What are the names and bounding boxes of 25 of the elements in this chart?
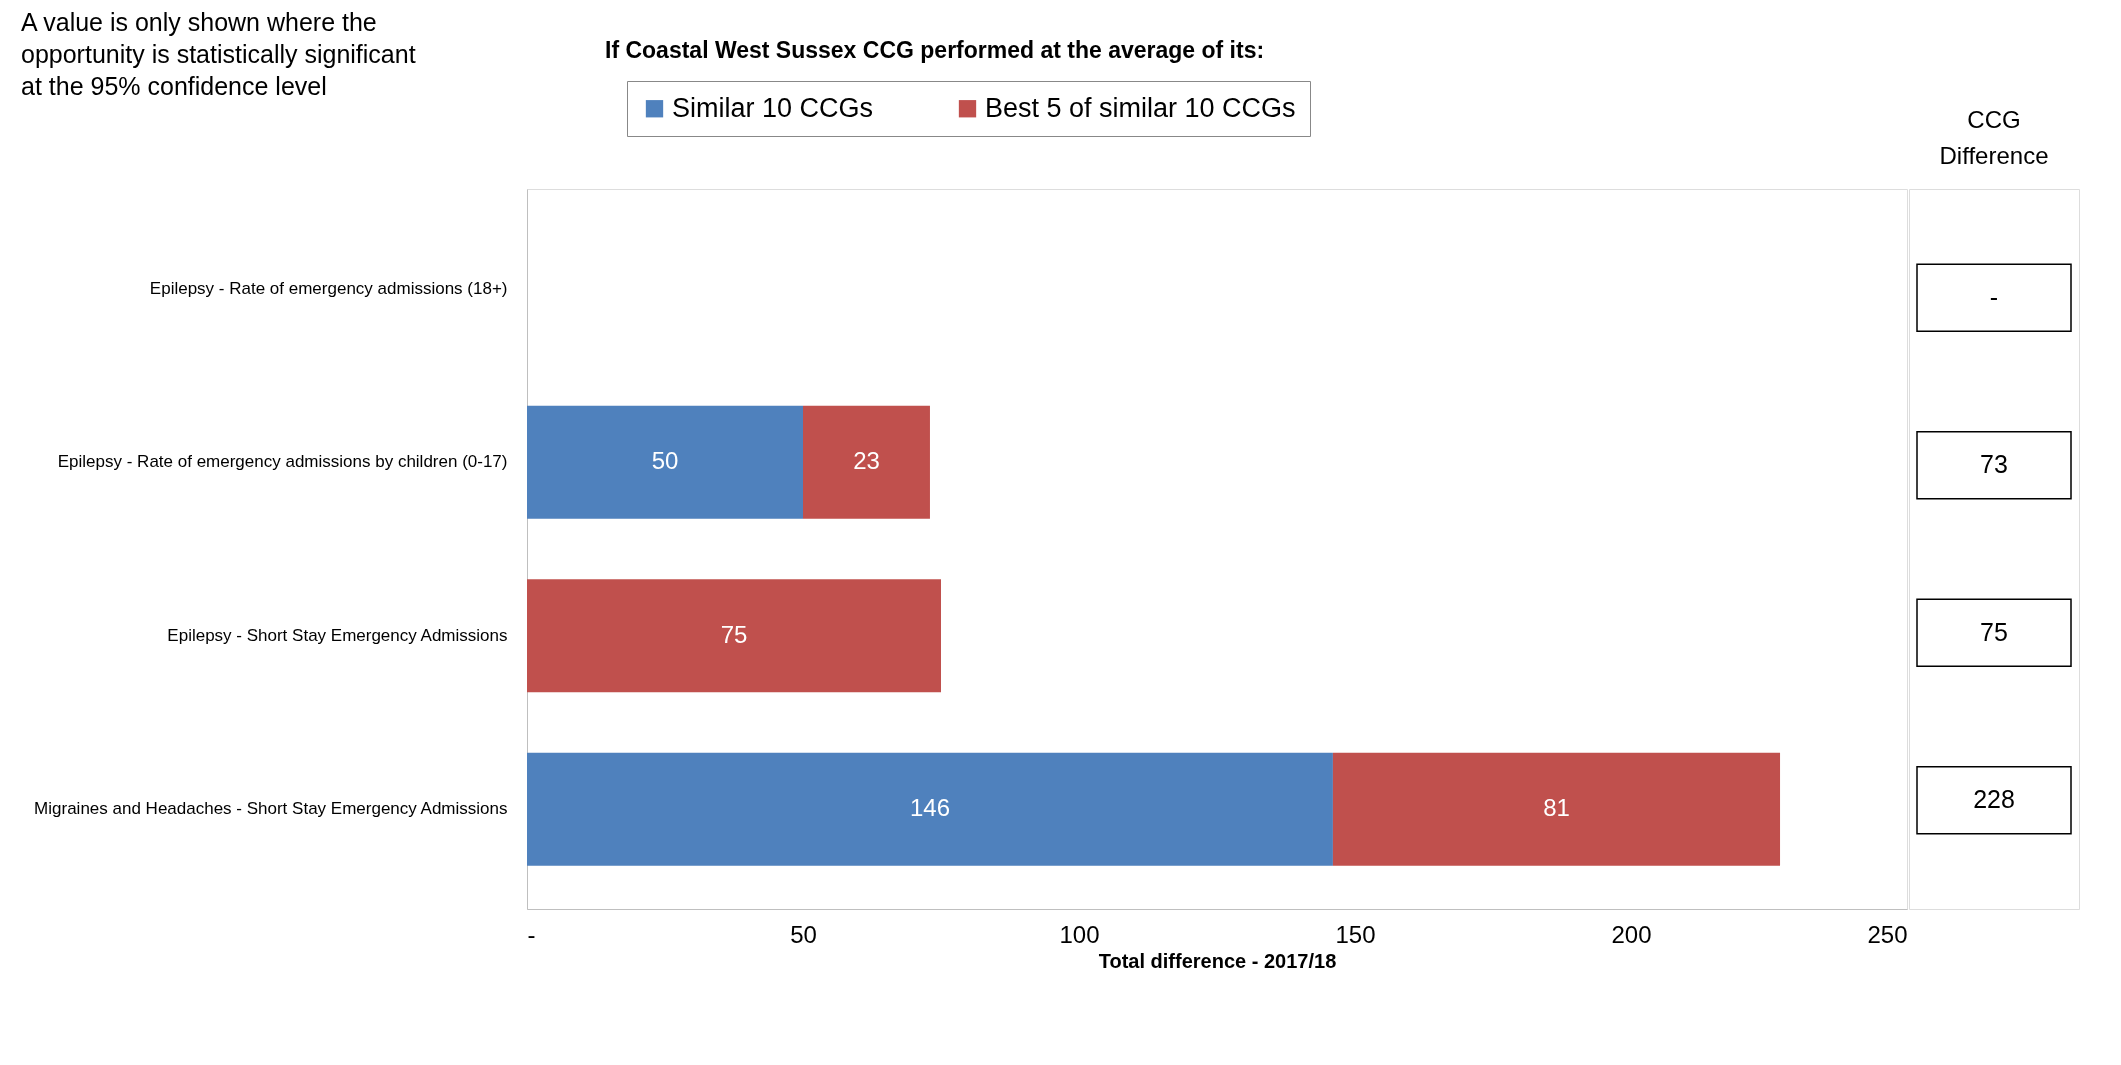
y-tick-label: Migraines and Headaches - Short Stay Emergency Admissions bbox=[34, 799, 508, 819]
x-tick-label: 50 bbox=[790, 920, 817, 948]
x-tick-label: 250 bbox=[1867, 920, 1908, 948]
data-label: 23 bbox=[853, 447, 880, 475]
legend-label: Similar 10 CCGs bbox=[672, 92, 874, 123]
text: 228 bbox=[1973, 785, 2015, 814]
x-tick-label: 150 bbox=[1335, 920, 1376, 948]
x-tick-label: 100 bbox=[1059, 920, 1100, 948]
x-axis-title: Total difference - 2017/18 bbox=[1098, 949, 1337, 972]
text: 73 bbox=[1980, 450, 2008, 479]
chart-title: If Coastal West Sussex CCG performed at the average of its: bbox=[605, 37, 1265, 63]
data-label: 50 bbox=[651, 447, 679, 475]
text: CCG Difference bbox=[1939, 106, 2049, 169]
text: A value is only shown where the opportunity is statistically significant at the 95% confidence level bbox=[21, 8, 416, 100]
x-tick-label: 200 bbox=[1611, 920, 1652, 948]
text: - bbox=[1989, 282, 1999, 311]
text: 75 bbox=[1980, 617, 2008, 646]
data-label: 146 bbox=[909, 794, 950, 822]
y-tick-label: Epilepsy - Short Stay Emergency Admissions bbox=[167, 625, 508, 645]
legend-label: Best 5 of similar 10 CCGs bbox=[985, 92, 1296, 123]
y-tick-label: Epilepsy - Rate of emergency admissions (18+) bbox=[149, 278, 508, 298]
x-tick-label: - bbox=[527, 920, 536, 948]
y-tick-label: Epilepsy - Rate of emergency admissions by children (0-17) bbox=[57, 452, 508, 472]
data-label: 75 bbox=[720, 620, 748, 648]
data-label: 81 bbox=[1543, 794, 1570, 822]
